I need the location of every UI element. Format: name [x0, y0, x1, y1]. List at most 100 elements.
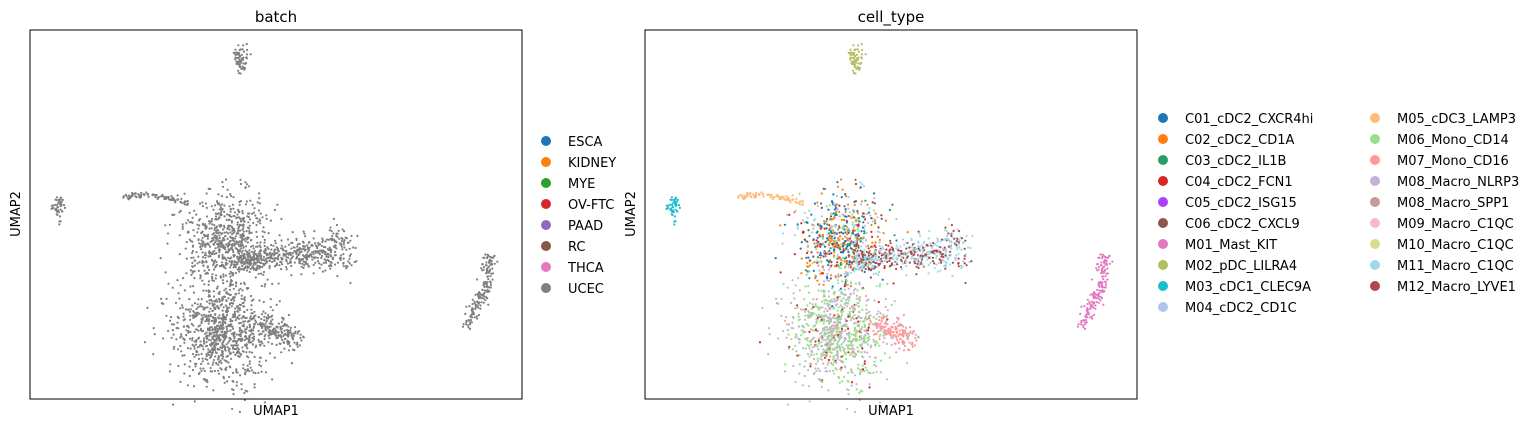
scatter-point [852, 292, 856, 295]
scatter-point [280, 351, 283, 354]
scatter-point [304, 262, 307, 265]
scatter-point [816, 316, 820, 319]
scatter-point [674, 208, 677, 211]
scatter-point [964, 281, 967, 285]
scatter-point [489, 268, 492, 271]
scatter-point [804, 360, 807, 363]
scatter-point [485, 264, 488, 267]
scatter-point [855, 262, 858, 265]
scatter-point [225, 313, 229, 317]
scatter-point [826, 316, 829, 319]
scatter-point [339, 258, 342, 262]
scatter-point [323, 258, 326, 261]
scatter-point [800, 329, 803, 332]
scatter-point [933, 266, 936, 270]
scatter-point [889, 239, 892, 242]
scatter-point [205, 337, 208, 340]
scatter-point [198, 261, 201, 264]
scatter-point [207, 353, 210, 356]
scatter-point [240, 297, 243, 300]
scatter-point [288, 251, 291, 254]
scatter-point [264, 322, 267, 325]
scatter-point [310, 253, 313, 256]
scatter-point [902, 313, 906, 317]
scatter-point [939, 269, 942, 272]
scatter-point [834, 276, 838, 279]
scatter-point [216, 327, 219, 330]
scatter-point [227, 310, 230, 313]
scatter-point [753, 196, 756, 199]
scatter-point [805, 273, 808, 276]
scatter-point [891, 251, 894, 255]
scatter-point [178, 211, 181, 214]
scatter-point [267, 247, 270, 250]
scatter-point [823, 220, 826, 223]
scatter-point [805, 322, 808, 326]
scatter-point [812, 336, 816, 339]
scatter-point [259, 257, 262, 260]
scatter-point [227, 348, 230, 352]
scatter-point [820, 289, 823, 292]
scatter-point [193, 209, 196, 212]
scatter-point [199, 328, 202, 332]
scatter-point [211, 259, 214, 262]
scatter-point [893, 253, 896, 256]
scatter-point [944, 254, 947, 257]
scatter-point [848, 51, 852, 55]
scatter-point [485, 267, 488, 271]
scatter-point [921, 250, 924, 254]
scatter-point [231, 203, 235, 206]
scatter-point [321, 270, 325, 273]
scatter-point [964, 253, 967, 256]
scatter-point [868, 335, 871, 338]
scatter-point [667, 207, 670, 210]
scatter-point [325, 238, 328, 241]
scatter-point [828, 241, 832, 244]
scatter-point [847, 333, 851, 336]
scatter-point [329, 237, 332, 240]
scatter-point [929, 244, 933, 247]
scatter-point [201, 318, 204, 321]
scatter-point [858, 267, 861, 270]
scatter-point [832, 306, 835, 309]
scatter-point [193, 302, 197, 305]
scatter-point [947, 217, 951, 220]
scatter-point [798, 338, 801, 341]
scatter-point [889, 257, 892, 260]
scatter-point [218, 224, 221, 227]
scatter-point [839, 315, 842, 319]
scatter-point [767, 327, 770, 330]
scatter-point [857, 227, 860, 230]
scatter-point [271, 318, 274, 321]
scatter-point [153, 333, 156, 336]
scatter-point [238, 48, 241, 52]
scatter-point [820, 340, 823, 344]
scatter-point [264, 249, 267, 252]
scatter-point [195, 338, 198, 342]
scatter-point [177, 292, 180, 295]
scatter-point [176, 321, 179, 324]
scatter-point [260, 254, 263, 258]
scatter-point [177, 327, 180, 330]
scatter-point [897, 252, 900, 255]
scatter-point [854, 282, 858, 285]
scatter-point [290, 247, 293, 250]
scatter-point [834, 212, 837, 215]
scatter-point [221, 239, 224, 242]
scatter-point [950, 234, 953, 237]
scatter-point [189, 360, 192, 363]
scatter-point [254, 268, 257, 271]
scatter-point [848, 211, 852, 214]
scatter-point [244, 320, 247, 323]
scatter-point [469, 323, 472, 326]
scatter-point [840, 196, 843, 199]
scatter-point [228, 213, 231, 217]
scatter-point [803, 238, 806, 241]
scatter-point [218, 300, 221, 303]
scatter-point [263, 241, 266, 244]
scatter-point [839, 346, 842, 349]
scatter-point [290, 333, 293, 336]
scatter-point [227, 256, 230, 259]
scatter-point [287, 256, 290, 259]
scatter-point [859, 186, 862, 189]
